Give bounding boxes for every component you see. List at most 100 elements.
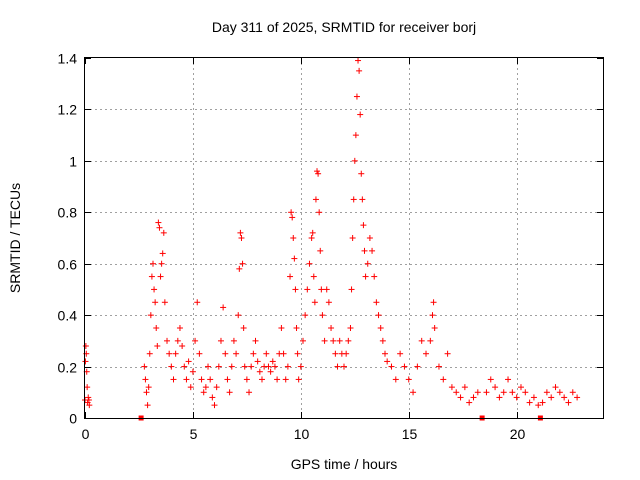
y-axis-label: SRMTID / TECUs bbox=[7, 183, 23, 293]
data-point bbox=[159, 250, 166, 257]
data-point bbox=[414, 363, 421, 370]
data-point bbox=[172, 350, 179, 357]
data-point bbox=[166, 350, 173, 357]
data-point bbox=[353, 93, 360, 100]
data-point bbox=[282, 376, 289, 383]
data-point bbox=[332, 350, 339, 357]
data-point bbox=[418, 337, 425, 344]
data-point bbox=[377, 325, 384, 331]
data-point bbox=[430, 299, 437, 306]
data-point bbox=[292, 286, 299, 293]
data-point bbox=[141, 363, 148, 370]
data-point bbox=[196, 350, 203, 357]
data-point bbox=[211, 402, 218, 409]
data-point bbox=[289, 214, 296, 221]
data-point bbox=[302, 312, 309, 319]
data-point bbox=[526, 399, 533, 406]
data-point bbox=[535, 402, 542, 409]
x-tick-label: 15 bbox=[402, 426, 418, 442]
data-point bbox=[84, 384, 91, 391]
data-point bbox=[271, 363, 278, 370]
data-point bbox=[148, 273, 155, 280]
data-point bbox=[429, 312, 436, 319]
data-point bbox=[505, 376, 512, 383]
data-point bbox=[157, 273, 164, 280]
data-point bbox=[142, 376, 149, 383]
data-point bbox=[228, 363, 235, 370]
data-point bbox=[539, 399, 546, 406]
data-point bbox=[153, 325, 160, 331]
data-point bbox=[258, 376, 265, 383]
data-point bbox=[379, 337, 386, 344]
data-point bbox=[453, 389, 460, 396]
data-point bbox=[236, 265, 243, 272]
data-point bbox=[373, 299, 380, 306]
data-point bbox=[321, 337, 328, 344]
data-point bbox=[474, 389, 481, 396]
data-point bbox=[82, 343, 89, 349]
data-point bbox=[323, 286, 330, 293]
data-point bbox=[183, 376, 190, 383]
y-tick-label: 0.6 bbox=[58, 257, 78, 273]
data-point bbox=[158, 260, 165, 267]
data-point bbox=[496, 394, 503, 401]
data-point bbox=[509, 389, 516, 396]
data-point bbox=[306, 260, 313, 267]
data-point bbox=[143, 389, 150, 396]
data-point bbox=[200, 389, 207, 396]
x-tick-label: 0 bbox=[82, 426, 90, 442]
data-point bbox=[252, 337, 259, 344]
data-point bbox=[278, 325, 285, 331]
data-point bbox=[492, 384, 499, 391]
data-point bbox=[152, 299, 159, 306]
data-point bbox=[189, 368, 196, 375]
data-point bbox=[315, 170, 322, 177]
data-point bbox=[86, 402, 93, 409]
data-point bbox=[164, 337, 171, 344]
data-point bbox=[347, 325, 354, 331]
data-point bbox=[240, 325, 247, 331]
data-point bbox=[235, 312, 242, 319]
data-point bbox=[466, 399, 473, 406]
data-point bbox=[304, 286, 311, 293]
data-point bbox=[552, 384, 559, 391]
data-point bbox=[156, 224, 163, 231]
data-point bbox=[435, 363, 442, 370]
data-point bbox=[217, 337, 224, 344]
y-tick-label: 1.4 bbox=[58, 51, 78, 67]
data-point bbox=[174, 337, 181, 344]
data-point bbox=[222, 350, 229, 357]
data-point bbox=[556, 389, 563, 396]
data-point bbox=[328, 325, 335, 331]
data-point bbox=[500, 389, 507, 396]
data-point bbox=[146, 350, 153, 357]
data-point bbox=[185, 358, 192, 365]
y-tick-label: 0.8 bbox=[58, 205, 78, 221]
data-point bbox=[256, 368, 263, 375]
data-point bbox=[269, 358, 276, 365]
data-point bbox=[85, 397, 92, 403]
data-point bbox=[265, 363, 272, 370]
data-point bbox=[384, 358, 391, 365]
data-point bbox=[371, 273, 378, 280]
data-point bbox=[543, 389, 550, 396]
data-point bbox=[155, 219, 162, 226]
data-point bbox=[483, 389, 490, 396]
data-point bbox=[154, 343, 161, 349]
data-point bbox=[530, 394, 537, 401]
data-point bbox=[349, 235, 356, 241]
data-point bbox=[280, 350, 287, 357]
data-point bbox=[254, 358, 261, 365]
data-point bbox=[569, 389, 576, 396]
data-point bbox=[330, 337, 337, 344]
x-tick-label: 5 bbox=[190, 426, 198, 442]
grid bbox=[85, 58, 603, 418]
data-point bbox=[230, 337, 237, 344]
data-point bbox=[202, 384, 209, 391]
data-point bbox=[284, 363, 291, 370]
data-point bbox=[243, 376, 250, 383]
data-point bbox=[350, 196, 357, 203]
y-tick-label: 0.4 bbox=[58, 308, 78, 324]
data-point bbox=[348, 286, 355, 293]
